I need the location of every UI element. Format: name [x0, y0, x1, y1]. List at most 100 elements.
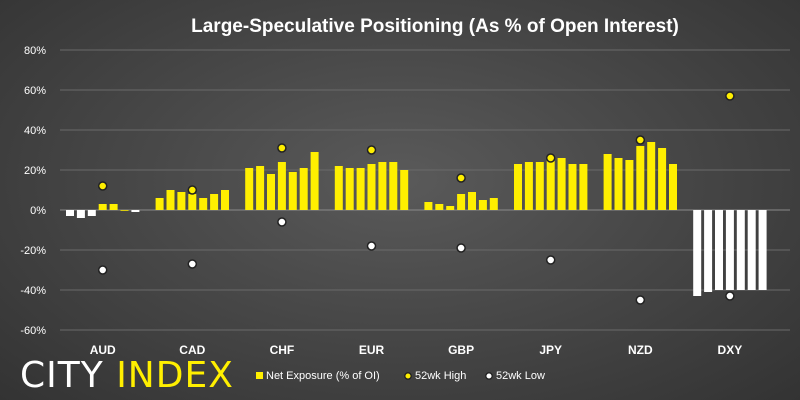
- x-tick-label: NZD: [628, 343, 653, 357]
- legend: Net Exposure (% of OI) 52wk High 52wk Low: [256, 370, 545, 382]
- bar-eur: [334, 166, 343, 210]
- marker-52wk-high: [187, 185, 198, 195]
- x-tick-label: EUR: [359, 343, 385, 357]
- bar-gbp: [478, 200, 487, 210]
- bar-dxy: [693, 210, 702, 296]
- y-tick-label: 80%: [24, 45, 46, 57]
- bar-gbp: [424, 202, 433, 210]
- bar-gbp: [446, 206, 455, 210]
- bar-jpy: [535, 162, 544, 210]
- bar-eur: [367, 164, 376, 210]
- bar-nzd: [669, 164, 677, 210]
- bar-eur: [345, 168, 354, 210]
- bar-dxy: [715, 210, 723, 290]
- bar-aud: [109, 204, 118, 210]
- marker-52wk-high: [456, 173, 466, 183]
- marker-52wk-low: [725, 291, 735, 301]
- legend-label-52wk-low: 52wk Low: [496, 370, 545, 382]
- legend-label-net-exposure: Net Exposure (% of OI): [266, 370, 380, 382]
- bar-dxy: [758, 210, 767, 290]
- legend-label-52wk-high: 52wk High: [415, 370, 466, 382]
- bar-jpy: [524, 162, 533, 210]
- x-tick-label: AUD: [90, 343, 116, 357]
- bar-eur: [356, 168, 365, 210]
- bar-aud: [131, 210, 140, 212]
- bar-nzd: [658, 148, 667, 210]
- bar-cad: [199, 198, 208, 210]
- legend-swatch-net-exposure: [256, 372, 263, 379]
- bar-chf: [288, 172, 297, 210]
- bar-nzd: [636, 146, 645, 210]
- bar-gbp: [435, 204, 444, 210]
- x-tick-label: CHF: [270, 343, 295, 357]
- bar-nzd: [603, 154, 612, 210]
- bar-eur: [389, 162, 398, 210]
- y-axis-ticks: 80% 60% 40% 20% 0% -20% -40% -60%: [20, 45, 46, 337]
- bar-jpy: [568, 164, 577, 210]
- bar-cad: [210, 194, 219, 210]
- marker-52wk-low: [545, 255, 556, 265]
- bar-aud: [98, 204, 107, 210]
- bar-nzd: [647, 142, 656, 210]
- marker-52wk-low: [97, 265, 108, 275]
- bar-cad: [188, 194, 197, 210]
- bar-aud: [66, 210, 74, 216]
- y-tick-label: 20%: [24, 165, 46, 177]
- marker-52wk-low: [456, 243, 466, 253]
- bar-jpy: [579, 164, 588, 210]
- bar-eur: [400, 170, 409, 210]
- bar-cad: [177, 192, 186, 210]
- chart-title: Large-Speculative Positioning (As % of O…: [191, 16, 679, 37]
- bars: [66, 142, 767, 296]
- y-tick-label: -60%: [20, 325, 46, 337]
- bar-cad: [166, 190, 175, 210]
- markers: [97, 91, 735, 305]
- bar-eur: [378, 162, 387, 210]
- bar-dxy: [704, 210, 713, 292]
- bar-cad: [221, 190, 229, 210]
- bar-aud: [87, 210, 96, 216]
- bar-cad: [155, 198, 164, 210]
- marker-52wk-low: [277, 217, 287, 227]
- x-tick-label: CAD: [179, 343, 205, 357]
- y-tick-label: -20%: [20, 245, 46, 257]
- marker-52wk-low: [187, 259, 198, 269]
- x-axis-ticks: AUD CAD CHF EUR GBP JPY NZD DXY: [90, 343, 743, 357]
- bar-nzd: [614, 158, 623, 210]
- marker-52wk-high: [277, 143, 287, 153]
- bar-chf: [245, 168, 254, 210]
- marker-52wk-high: [366, 145, 377, 155]
- marker-52wk-low: [635, 295, 646, 305]
- legend-swatch-52wk-low: [485, 372, 493, 380]
- bar-chf: [267, 174, 275, 210]
- marker-52wk-high: [545, 153, 556, 163]
- bar-gbp: [468, 192, 476, 210]
- y-tick-label: 60%: [24, 85, 46, 97]
- marker-52wk-high: [635, 135, 646, 145]
- y-tick-label: 40%: [24, 125, 46, 137]
- x-tick-label: GBP: [448, 343, 474, 357]
- legend-swatch-52wk-high: [404, 372, 412, 380]
- bar-jpy: [546, 156, 555, 210]
- bar-nzd: [625, 160, 634, 210]
- bar-gbp: [457, 194, 466, 210]
- y-tick-label: -40%: [20, 285, 46, 297]
- bar-dxy: [725, 210, 734, 290]
- brand-city-text: CITY: [20, 355, 104, 396]
- bar-gbp: [489, 198, 498, 210]
- x-tick-label: JPY: [539, 343, 562, 357]
- bar-chf: [310, 152, 319, 210]
- bar-dxy: [747, 210, 756, 290]
- bar-chf: [299, 168, 308, 210]
- bar-chf: [277, 162, 286, 210]
- marker-52wk-high: [725, 91, 735, 101]
- bar-jpy: [514, 164, 522, 210]
- bar-jpy: [557, 158, 566, 210]
- x-tick-label: DXY: [718, 343, 743, 357]
- bar-chf: [256, 166, 265, 210]
- marker-52wk-high: [97, 181, 108, 191]
- marker-52wk-low: [366, 241, 377, 251]
- bar-aud: [76, 210, 85, 218]
- y-tick-label: 0%: [30, 205, 46, 217]
